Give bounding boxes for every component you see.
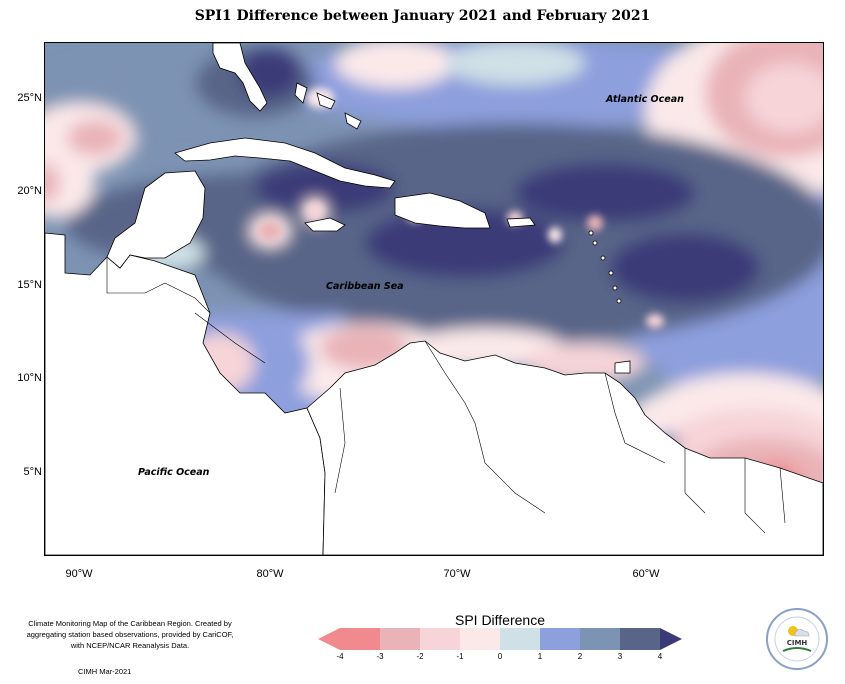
cimh-logo: CIMH bbox=[766, 608, 828, 670]
country-borders bbox=[106, 257, 786, 534]
legend-swatch-7 bbox=[580, 628, 620, 650]
legend-tick: 2 bbox=[577, 652, 583, 661]
legend-arrow-low bbox=[318, 628, 340, 650]
legend-tick: -4 bbox=[336, 652, 344, 661]
lon-label-90w: 90°W bbox=[65, 568, 93, 580]
lat-label-15n: 15°N bbox=[17, 279, 42, 291]
lat-label-10n: 10°N bbox=[17, 372, 42, 384]
legend-title: SPI Difference bbox=[454, 612, 545, 628]
atlantic-ocean-label: Atlantic Ocean bbox=[606, 94, 684, 105]
issuer-date: CIMH Mar-2021 bbox=[78, 667, 132, 676]
pacific-ocean-label: Pacific Ocean bbox=[138, 467, 210, 478]
legend-swatch-1 bbox=[340, 628, 380, 650]
legend-swatch-4 bbox=[460, 628, 500, 650]
legend-tick: 0 bbox=[497, 652, 503, 661]
legend-tick: 1 bbox=[537, 652, 543, 661]
caribbean-sea-label: Caribbean Sea bbox=[326, 281, 404, 292]
legend-swatch-2 bbox=[380, 628, 420, 650]
lon-label-60w: 60°W bbox=[632, 568, 660, 580]
legend-swatch-8 bbox=[620, 628, 660, 650]
spi-difference-map bbox=[44, 42, 824, 556]
map-title: SPI1 Difference between January 2021 and… bbox=[194, 8, 651, 24]
legend-swatch-3 bbox=[420, 628, 460, 650]
legend-tick: -3 bbox=[376, 652, 384, 661]
lat-label-5n: 5°N bbox=[23, 466, 42, 478]
logo-text: CIMH bbox=[787, 639, 808, 647]
legend-tick: 3 bbox=[617, 652, 623, 661]
color-legend bbox=[318, 628, 682, 650]
legend-tick: 4 bbox=[657, 652, 663, 661]
map-credit: Climate Monitoring Map of the Caribbean … bbox=[26, 619, 234, 650]
legend-arrow-high bbox=[660, 628, 682, 650]
legend-tick: -1 bbox=[456, 652, 464, 661]
lat-label-25n: 25°N bbox=[17, 92, 42, 104]
lon-label-70w: 70°W bbox=[443, 568, 471, 580]
legend-swatch-6 bbox=[540, 628, 580, 650]
legend-swatch-5 bbox=[500, 628, 540, 650]
legend-tick: -2 bbox=[416, 652, 424, 661]
lat-label-20n: 20°N bbox=[17, 185, 42, 197]
lon-label-80w: 80°W bbox=[256, 568, 284, 580]
